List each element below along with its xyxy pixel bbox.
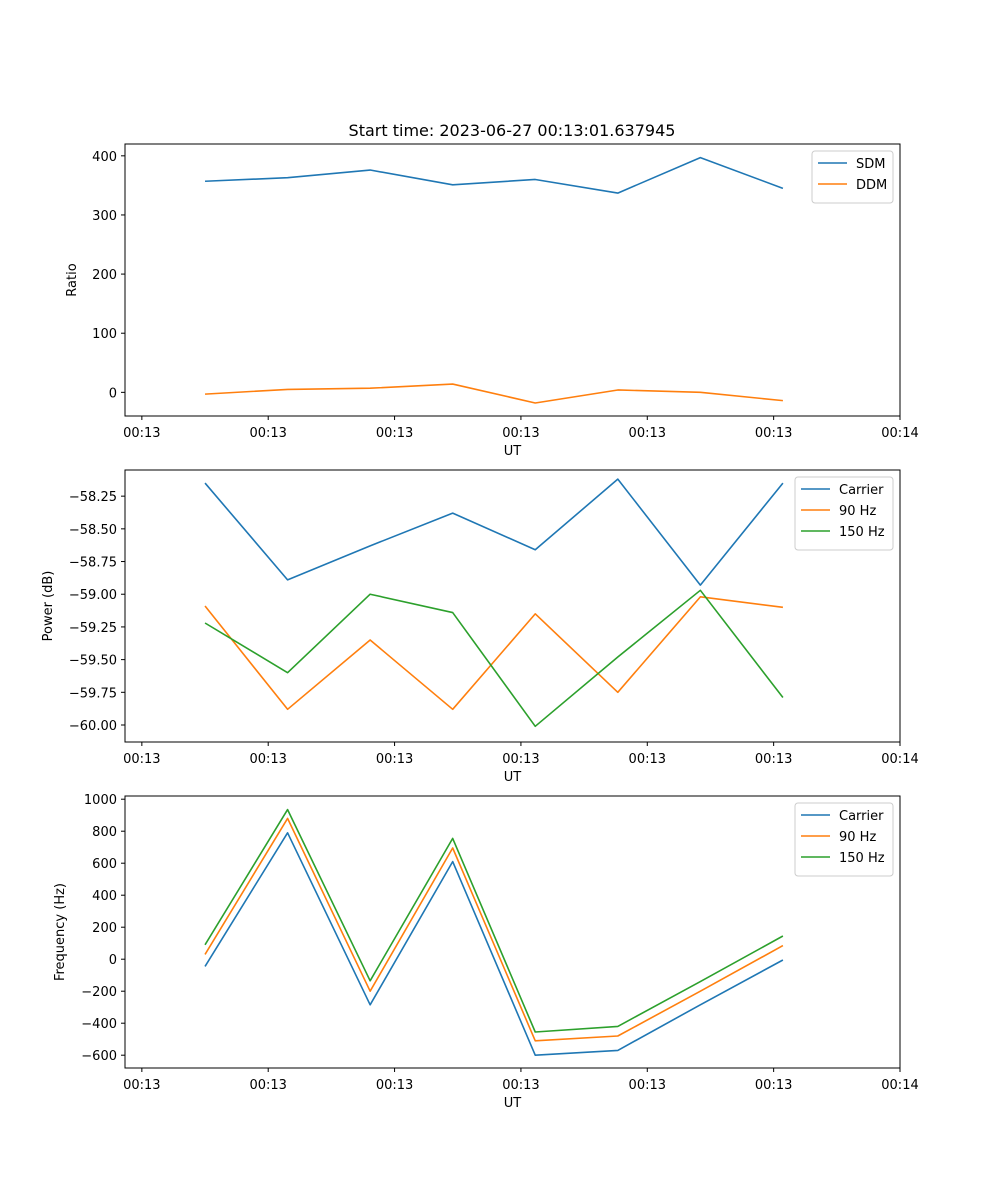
y-tick-label: 200 (92, 268, 117, 283)
x-tick-label: 00:13 (629, 752, 666, 767)
y-tick-label: 800 (92, 825, 117, 840)
x-axis-label: UT (504, 1096, 522, 1111)
legend-box (811, 150, 894, 204)
x-tick-label: 00:13 (755, 1078, 792, 1093)
x-tick-label: 00:13 (249, 1078, 286, 1093)
legend-label: SDM (856, 157, 885, 172)
x-tick-label: 00:13 (376, 426, 413, 441)
plot-frame (124, 795, 901, 1069)
x-tick-label: 00:13 (376, 752, 413, 767)
x-tick-label: 00:14 (881, 1078, 918, 1093)
series-line-150-hz (204, 808, 784, 1033)
x-tick-label: 00:13 (502, 1078, 539, 1093)
y-axis-label: Ratio (65, 263, 80, 296)
y-tick-label: 600 (92, 857, 117, 872)
x-axis-label: UT (504, 770, 522, 785)
x-tick-label: 00:13 (123, 752, 160, 767)
y-tick-label: 400 (92, 889, 117, 904)
x-tick-label: 00:13 (249, 426, 286, 441)
y-tick-label: 100 (92, 327, 117, 342)
y-axis-label: Power (dB) (41, 571, 56, 642)
plot-frame (124, 143, 901, 417)
series-line-carrier (204, 831, 784, 1056)
series-line-90-hz (204, 596, 784, 711)
y-tick-label: 0 (109, 386, 117, 401)
series-line-sdm (204, 156, 784, 194)
y-tick-label: −59.50 (69, 654, 117, 669)
y-tick-label: −60.00 (69, 719, 117, 734)
figure-title: Start time: 2023-06-27 00:13:01.637945 (349, 121, 676, 140)
x-tick-label: 00:14 (881, 752, 918, 767)
x-tick-label: 00:13 (123, 1078, 160, 1093)
subplot-2: 00:13 00:13 00:13 00:13 00:13 00:13 00:14 −60.0… (41, 469, 919, 785)
legend-label: 150 Hz (839, 851, 885, 866)
x-tick-label: 00:13 (249, 752, 286, 767)
y-tick-label: 1000 (84, 793, 117, 808)
y-tick-label: 200 (92, 921, 117, 936)
y-tick-label: −59.25 (69, 621, 117, 636)
x-tick-label: 00:13 (755, 426, 792, 441)
x-tick-label: 00:13 (629, 426, 666, 441)
x-tick-label: 00:13 (755, 752, 792, 767)
subplot-3: 00:13 00:13 00:13 00:13 00:13 00:13 00:14 −600 −… (53, 793, 919, 1111)
y-tick-label: −58.50 (69, 523, 117, 538)
y-tick-label: 400 (92, 150, 117, 165)
x-tick-label: 00:13 (376, 1078, 413, 1093)
y-tick-label: −58.75 (69, 556, 117, 571)
legend-label: 90 Hz (839, 830, 876, 845)
series-line-90-hz (204, 817, 784, 1042)
x-tick-label: 00:13 (629, 1078, 666, 1093)
series-line-150-hz (204, 589, 784, 728)
y-tick-label: −59.00 (69, 588, 117, 603)
x-tick-label: 00:14 (881, 426, 918, 441)
y-tick-label: −200 (81, 985, 117, 1000)
series-line-carrier (204, 478, 784, 586)
legend-label: 90 Hz (839, 504, 876, 519)
series-line-ddm (204, 383, 783, 404)
x-axis-label: UT (504, 444, 522, 459)
x-tick-label: 00:13 (123, 426, 160, 441)
x-tick-label: 00:13 (502, 752, 539, 767)
y-tick-label: −400 (81, 1017, 117, 1032)
y-tick-label: −600 (81, 1049, 117, 1064)
legend: Carrier 90 Hz 150 Hz (794, 802, 894, 877)
x-tick-label: 00:13 (502, 426, 539, 441)
y-tick-label: −59.75 (69, 686, 117, 701)
legend: Carrier 90 Hz 150 Hz (794, 476, 894, 551)
subplot-1: 00:13 00:13 00:13 00:13 00:13 00:13 00:14 0 100 2… (65, 143, 919, 459)
legend-label: 150 Hz (839, 525, 885, 540)
y-tick-label: −58.25 (69, 490, 117, 505)
legend: SDM DDM (811, 150, 894, 204)
subplots: 00:13 00:13 00:13 00:13 00:13 00:13 00:14 0 100 2… (41, 143, 919, 1111)
y-tick-label: 0 (109, 953, 117, 968)
y-tick-label: 300 (92, 209, 117, 224)
legend-label: Carrier (839, 483, 884, 498)
plot-frame (124, 469, 901, 743)
y-axis-label: Frequency (Hz) (53, 883, 68, 981)
legend-label: Carrier (839, 809, 884, 824)
legend-label: DDM (856, 178, 887, 193)
